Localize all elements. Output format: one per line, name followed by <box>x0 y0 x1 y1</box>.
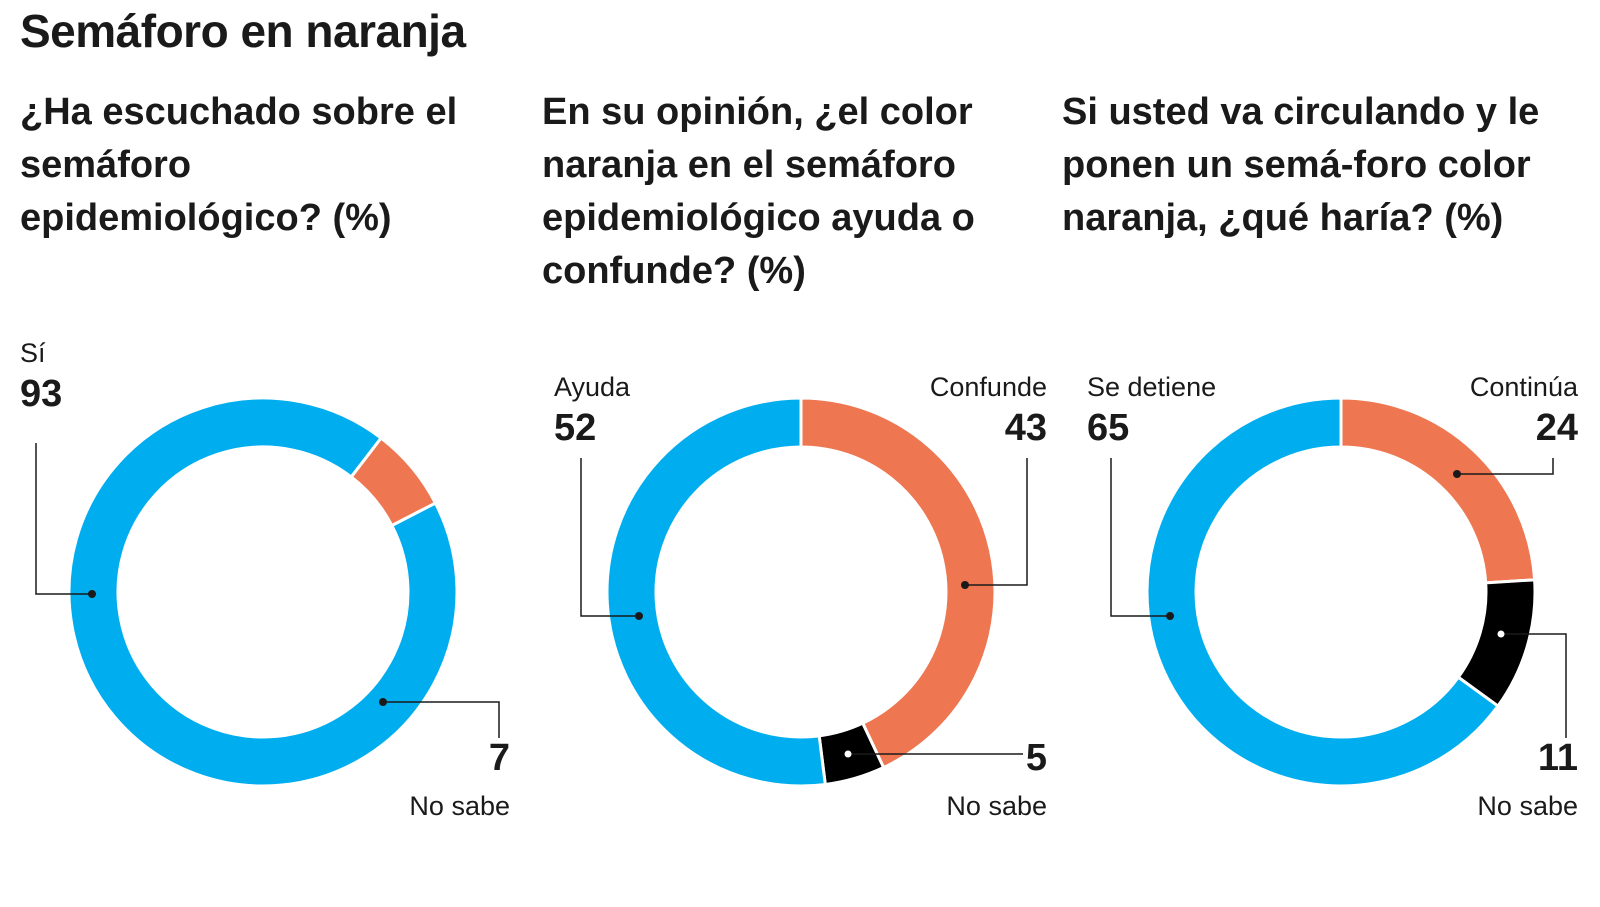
slice-label-no-sabe-3: No sabe <box>1477 791 1578 821</box>
donut-chart-2: Ayuda 52 Confunde 43 5 No sabe <box>554 372 1047 821</box>
donut-slice-3-se-detiene <box>1145 396 1501 788</box>
donut-slice-1-si <box>67 396 459 788</box>
leader-dot-no-sabe-1 <box>379 698 387 706</box>
slice-value-ayuda: 52 <box>554 407 596 449</box>
slice-value-continua: 24 <box>1536 407 1578 449</box>
donut-slice-1-no-sabe <box>349 435 438 528</box>
chart-1-title: ¿Ha escuchado sobre el semáforo epidemio… <box>20 91 458 239</box>
slice-value-si: 93 <box>20 373 62 415</box>
slice-value-no-sabe-3: 11 <box>1538 737 1578 779</box>
slice-label-continua: Continúa <box>1470 372 1579 402</box>
leader-dot-continua <box>1453 470 1461 478</box>
slice-value-se-detiene: 65 <box>1087 407 1129 449</box>
leader-dot-se-detiene <box>1166 612 1174 620</box>
leader-dot-ayuda <box>635 612 643 620</box>
donut-chart-3: Se detiene 65 Continúa 24 11 No sabe <box>1087 372 1579 821</box>
leader-dot-confunde <box>961 581 969 589</box>
leader-line-se-detiene <box>1110 458 1170 617</box>
leader-dot-no-sabe-3 <box>1497 630 1505 638</box>
slice-label-no-sabe-2: No sabe <box>946 791 1047 821</box>
leader-line-no-sabe-1 <box>383 701 500 738</box>
chart-main-title: Semáforo en naranja <box>20 5 466 57</box>
leader-line-ayuda <box>580 458 639 617</box>
donut-slice-2-confunde <box>799 396 997 770</box>
leader-line-no-sabe-3 <box>1501 633 1567 738</box>
slice-value-no-sabe-2: 5 <box>1026 737 1047 779</box>
slice-label-confunde: Confunde <box>930 372 1047 402</box>
leader-line-confunde <box>965 458 1028 586</box>
slice-label-no-sabe-1: No sabe <box>409 791 510 821</box>
slice-value-no-sabe-1: 7 <box>489 737 510 779</box>
leader-dot-si <box>88 590 96 598</box>
chart-2-title: En su opinión, ¿el color naranja en el s… <box>542 91 975 292</box>
slice-label-ayuda: Ayuda <box>554 372 631 402</box>
leader-dot-no-sabe-2 <box>844 750 852 758</box>
donut-slice-3-continua <box>1339 396 1537 585</box>
leader-line-continua <box>1457 458 1554 475</box>
donut-chart-1: Sí 93 7 No sabe <box>20 338 510 821</box>
slice-label-se-detiene: Se detiene <box>1087 372 1216 402</box>
slice-value-confunde: 43 <box>1005 407 1047 449</box>
donut-slice-2-ayuda <box>605 396 827 788</box>
chart-3-title: Si usted va circulando y le ponen un sem… <box>1062 91 1540 239</box>
slice-label-si: Sí <box>20 338 46 368</box>
leader-line-si <box>35 443 92 595</box>
